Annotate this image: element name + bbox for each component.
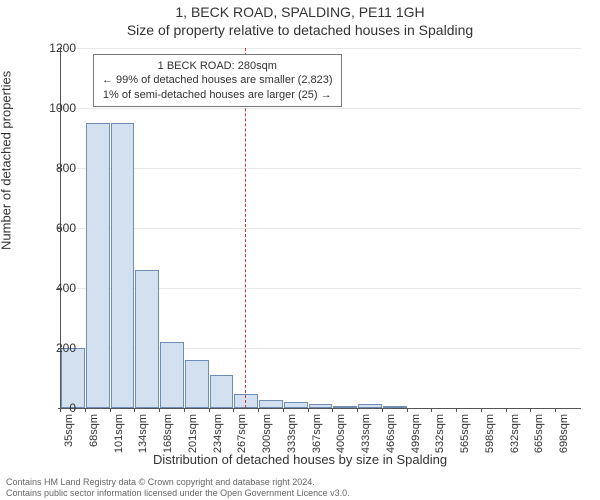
x-tick-mark [159, 408, 160, 412]
gridline [61, 108, 581, 109]
x-tick-mark [481, 408, 482, 412]
footer-line-1: Contains HM Land Registry data © Crown c… [6, 477, 315, 487]
x-tick-mark [209, 408, 210, 412]
y-tick-mark [58, 348, 62, 349]
chart-subtitle: Size of property relative to detached ho… [0, 22, 600, 38]
y-tick-label: 200 [36, 341, 76, 355]
x-tick-mark [233, 408, 234, 412]
histogram-bar [135, 270, 159, 408]
histogram-bar [210, 375, 234, 408]
y-tick-mark [58, 168, 62, 169]
annotation-box: 1 BECK ROAD: 280sqm← 99% of detached hou… [93, 54, 342, 107]
x-tick-mark [530, 408, 531, 412]
y-tick-label: 400 [36, 281, 76, 295]
histogram-bar [309, 404, 333, 409]
histogram-bar [185, 360, 209, 408]
gridline [61, 228, 581, 229]
histogram-bar [61, 348, 85, 408]
page-title: 1, BECK ROAD, SPALDING, PE11 1GH [0, 4, 600, 20]
y-tick-label: 800 [36, 161, 76, 175]
annotation-line-3: 1% of semi-detached houses are larger (2… [102, 88, 333, 102]
x-tick-mark [407, 408, 408, 412]
x-tick-mark [184, 408, 185, 412]
footer-text: Contains HM Land Registry data © Crown c… [6, 477, 594, 498]
histogram-bar [284, 402, 308, 408]
y-tick-label: 600 [36, 221, 76, 235]
x-tick-mark [258, 408, 259, 412]
histogram-bar [234, 394, 258, 408]
histogram-bar [383, 406, 407, 408]
x-tick-mark [308, 408, 309, 412]
x-tick-mark [431, 408, 432, 412]
gridline [61, 168, 581, 169]
x-tick-mark [382, 408, 383, 412]
histogram-bar [358, 404, 382, 409]
annotation-line-1: 1 BECK ROAD: 280sqm [102, 59, 333, 73]
x-tick-mark [110, 408, 111, 412]
x-tick-mark [456, 408, 457, 412]
x-tick-mark [357, 408, 358, 412]
gridline [61, 48, 581, 49]
x-tick-mark [332, 408, 333, 412]
y-tick-mark [58, 288, 62, 289]
y-tick-label: 1000 [36, 101, 76, 115]
histogram-bar [160, 342, 184, 408]
histogram-bar [86, 123, 110, 408]
footer-line-2: Contains public sector information licen… [6, 488, 350, 498]
histogram-bar [259, 400, 283, 408]
y-tick-label: 1200 [36, 41, 76, 55]
x-tick-mark [85, 408, 86, 412]
x-tick-mark [283, 408, 284, 412]
x-tick-mark [506, 408, 507, 412]
x-tick-mark [60, 408, 61, 412]
y-tick-mark [58, 228, 62, 229]
histogram-bar [111, 123, 135, 408]
y-tick-mark [58, 108, 62, 109]
y-tick-mark [58, 48, 62, 49]
annotation-line-2: ← 99% of detached houses are smaller (2,… [102, 73, 333, 87]
y-tick-label: 0 [36, 401, 76, 415]
x-tick-mark [555, 408, 556, 412]
y-axis-label: Number of detached properties [0, 71, 14, 250]
plot-area: 1 BECK ROAD: 280sqm← 99% of detached hou… [60, 48, 581, 409]
x-axis-label: Distribution of detached houses by size … [0, 452, 600, 467]
x-tick-mark [134, 408, 135, 412]
histogram-bar [333, 406, 357, 408]
